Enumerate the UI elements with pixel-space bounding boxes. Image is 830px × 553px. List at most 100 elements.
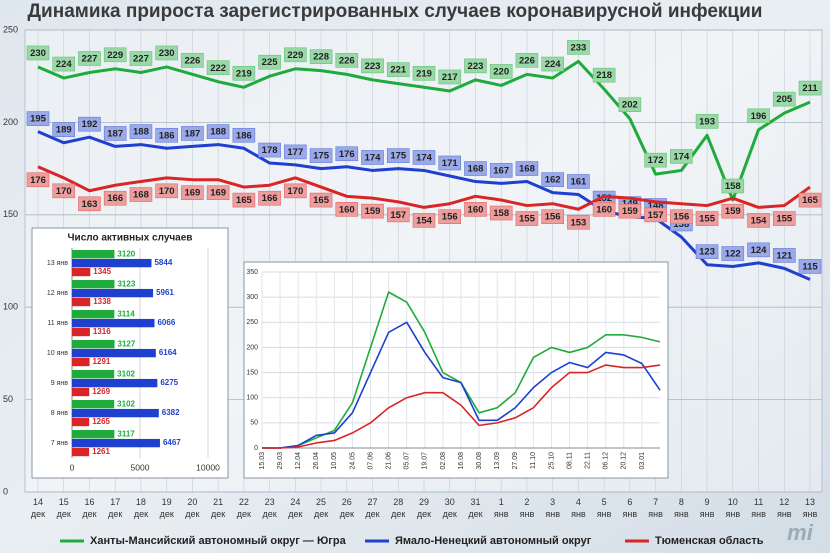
data-label-box: [618, 97, 642, 113]
x-tick-label: 6 янв: [623, 497, 638, 519]
data-label: 233: [570, 42, 586, 53]
y-tick-label: 200: [3, 117, 18, 127]
data-label: 165: [313, 195, 330, 206]
data-label-box: [335, 146, 359, 162]
x-tick-label: 25 дек: [314, 497, 328, 519]
series-line: [262, 321, 661, 449]
data-label-box: [412, 65, 436, 81]
x-tick-label: 26 дек: [340, 497, 354, 519]
y-tick-label: 0: [254, 445, 258, 452]
series-line: [262, 364, 661, 449]
data-label: 148: [648, 201, 664, 212]
data-label: 221: [390, 65, 407, 76]
data-label-box: [78, 196, 101, 212]
data-label: 153: [570, 217, 586, 228]
x-tick-label: 20.12: [621, 452, 628, 470]
data-label: 152: [596, 193, 612, 204]
bar-label: 5844: [154, 258, 172, 267]
data-label: 175: [390, 151, 407, 162]
x-tick-label: 29.03: [277, 452, 284, 470]
data-label-box: [798, 192, 822, 208]
data-label: 115: [802, 261, 818, 272]
x-tick-label: 28 дек: [391, 497, 405, 519]
bar: [72, 370, 115, 379]
data-label: 174: [673, 151, 690, 162]
data-label-box: [464, 58, 487, 74]
data-label-box: [232, 65, 256, 81]
bar: [72, 340, 115, 349]
x-tick-label: 10 янв: [725, 497, 740, 519]
data-label-box: [361, 58, 384, 74]
bar: [72, 400, 115, 409]
data-label-box: [52, 122, 76, 138]
bar-label: 3114: [117, 309, 135, 318]
bar: [72, 327, 90, 337]
y-tick-label: 0: [3, 486, 8, 496]
series-line: [37, 130, 811, 281]
bar: [72, 348, 156, 358]
data-label-box: [798, 80, 822, 96]
data-label: 178: [262, 145, 278, 156]
data-label: 155: [699, 214, 716, 225]
x-tick-label: 10.05: [331, 452, 338, 470]
data-label-box: [592, 202, 616, 217]
data-label: 229: [287, 50, 303, 61]
data-label-box: [155, 183, 178, 199]
bar: [72, 447, 90, 457]
data-label-box: [541, 56, 564, 72]
data-label: 160: [339, 204, 355, 215]
x-tick-label: 22 дек: [237, 497, 251, 519]
data-label-box: [103, 190, 127, 206]
x-tick-label: 13.09: [494, 452, 501, 470]
data-label: 154: [416, 215, 433, 226]
data-label-box: [155, 45, 178, 61]
data-label: 162: [545, 175, 561, 186]
bar-label: 1345: [93, 267, 111, 276]
series-line: [37, 59, 811, 202]
data-label: 229: [107, 50, 123, 61]
data-label: 168: [519, 164, 535, 175]
data-label: 195: [30, 114, 47, 125]
bar: [72, 378, 158, 388]
data-label: 170: [159, 186, 175, 197]
x-tick-label: 1 янв: [494, 497, 509, 519]
x-tick-label: 08.11: [566, 452, 573, 469]
y-tick-label: 150: [246, 369, 258, 376]
x-tick-label: 02.08: [440, 452, 447, 470]
data-label-box: [721, 178, 745, 194]
data-label-box: [772, 248, 796, 263]
bar-label: 3127: [118, 339, 136, 348]
x-tick-label: 19.07: [422, 452, 429, 470]
x-tick-label: 11.10: [530, 452, 537, 469]
bar-label: 5961: [156, 288, 174, 297]
x-tick-label: 06.12: [603, 452, 610, 470]
data-label-box: [592, 67, 616, 83]
data-label: 175: [313, 151, 330, 162]
bar: [72, 280, 115, 289]
bar: [72, 258, 152, 268]
y-tick-label: 9 янв: [51, 380, 68, 387]
data-label-box: [695, 114, 719, 129]
data-label: 168: [133, 190, 149, 201]
data-label: 219: [236, 68, 252, 79]
data-label-box: [386, 62, 410, 77]
data-label: 166: [107, 193, 123, 204]
data-label-box: [670, 149, 693, 164]
data-label-box: [103, 47, 127, 63]
x-tick-label: 18 дек: [134, 497, 148, 519]
data-label: 227: [133, 54, 149, 65]
y-tick-label: 250: [246, 319, 258, 326]
bar-label: 1291: [93, 357, 111, 366]
data-label-box: [258, 54, 281, 70]
data-label: 123: [699, 247, 715, 258]
data-label-box: [541, 172, 564, 187]
data-label: 154: [751, 215, 768, 226]
data-label: 138: [673, 219, 689, 230]
data-label-box: [438, 209, 462, 225]
x-tick-label: 05.07: [404, 452, 411, 470]
data-label-box: [412, 213, 436, 228]
data-label-box: [284, 183, 307, 199]
data-label-box: [386, 207, 410, 223]
bar: [72, 310, 115, 319]
legend-label: Тюменская область: [655, 535, 764, 547]
